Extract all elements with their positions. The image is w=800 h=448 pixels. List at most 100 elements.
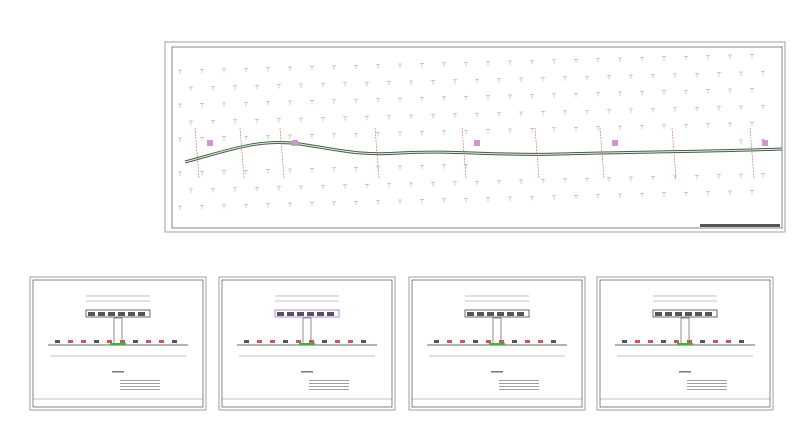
tree-symbol: [640, 57, 644, 62]
tree-symbol: [706, 123, 710, 128]
tree-symbol: [695, 106, 699, 112]
side-road: [461, 127, 467, 179]
tree-symbol: [420, 97, 424, 102]
tree-symbol: [343, 184, 347, 189]
vehicle: [705, 312, 712, 316]
tree-symbol: [695, 72, 699, 78]
tree-symbol: [189, 188, 193, 193]
tree-symbol: [761, 105, 765, 110]
marker: [207, 140, 213, 146]
tree-symbol: [178, 137, 182, 142]
ground-vehicle: [525, 340, 530, 343]
tree-symbol: [486, 95, 490, 100]
ground-vehicle: [700, 340, 705, 343]
ground-vehicle: [283, 340, 288, 343]
tree-symbol: [431, 114, 435, 119]
tree-symbol: [739, 71, 743, 76]
tree-symbol: [486, 129, 490, 134]
note-line: [309, 383, 349, 384]
side-road: [599, 127, 605, 179]
road-median: [184, 141, 783, 163]
viaduct-deck: [85, 309, 151, 318]
ground-vehicle: [713, 340, 718, 343]
tree-symbol: [574, 194, 578, 200]
tree-symbol: [728, 88, 732, 93]
tree-symbol: [178, 69, 182, 74]
ground-vehicle: [473, 340, 478, 343]
tree-symbol: [288, 100, 292, 105]
side-road: [279, 127, 285, 179]
tree-symbol: [739, 139, 743, 144]
tree-symbol: [552, 195, 556, 200]
vehicle: [675, 312, 682, 316]
tree-symbol: [508, 196, 512, 201]
ground-vehicle: [55, 340, 60, 343]
tree-symbol: [464, 129, 468, 135]
tree-symbol: [222, 68, 226, 73]
ground-vehicle: [244, 340, 249, 343]
ground-vehicle: [81, 340, 86, 343]
tree-symbol: [651, 74, 655, 79]
tree-symbol: [266, 101, 270, 106]
side-road: [239, 127, 245, 179]
ground-vehicle: [257, 340, 262, 343]
ground-vehicle: [434, 340, 439, 343]
tree-symbol: [266, 135, 270, 140]
tree-symbol: [530, 128, 534, 133]
vehicle: [665, 312, 672, 316]
tree-symbol: [189, 120, 193, 125]
tree-symbol: [618, 57, 622, 62]
tree-symbol: [233, 187, 237, 192]
tree-symbol: [596, 58, 600, 63]
tree-symbol: [541, 179, 545, 184]
tree-symbol: [211, 120, 215, 125]
median: [110, 343, 126, 345]
tree-symbol: [321, 185, 325, 190]
tree-symbol: [508, 60, 512, 65]
tree-symbol: [200, 69, 204, 74]
tree-symbol: [398, 131, 402, 136]
tree-symbol: [563, 110, 567, 115]
cross-roads: [194, 127, 768, 179]
ground-vehicle: [348, 340, 353, 343]
tree-symbol: [618, 91, 622, 96]
tree-symbol: [640, 91, 644, 96]
tree-symbol: [761, 173, 765, 178]
vehicle: [287, 312, 294, 316]
tree-symbol: [244, 101, 248, 107]
tree-symbol: [728, 122, 732, 127]
sheet-border: [599, 279, 771, 408]
tree-symbol: [233, 119, 237, 124]
plan-sheet: [164, 41, 786, 233]
note-line: [120, 383, 160, 384]
tree-symbol: [750, 122, 754, 127]
tree-symbol: [255, 186, 259, 192]
ground-vehicle: [172, 340, 177, 343]
tree-symbol: [453, 181, 457, 186]
tree-symbol: [475, 112, 479, 118]
vehicle: [655, 312, 662, 316]
tree-symbol: [398, 165, 402, 170]
note-line: [309, 386, 349, 387]
tree-symbol: [288, 202, 292, 207]
median: [489, 343, 505, 345]
ground-vehicle: [270, 340, 275, 343]
tree-symbol: [178, 103, 182, 108]
tree-symbol: [288, 168, 292, 173]
tree-symbol: [244, 135, 248, 141]
tree-symbol: [321, 117, 325, 122]
tree-symbol: [354, 166, 358, 172]
note-line: [120, 389, 160, 390]
ground-vehicle: [538, 340, 543, 343]
tree-symbol: [398, 199, 402, 204]
note-line: [120, 380, 160, 381]
title-strip: [700, 224, 780, 227]
tree-symbol: [321, 83, 325, 88]
tree-symbol: [178, 171, 182, 176]
vehicle: [317, 312, 324, 316]
tree-symbol: [684, 89, 688, 95]
tree-symbol: [695, 174, 699, 180]
tree-symbol: [596, 194, 600, 199]
tree-symbol: [673, 107, 677, 112]
dimension: [86, 295, 150, 302]
